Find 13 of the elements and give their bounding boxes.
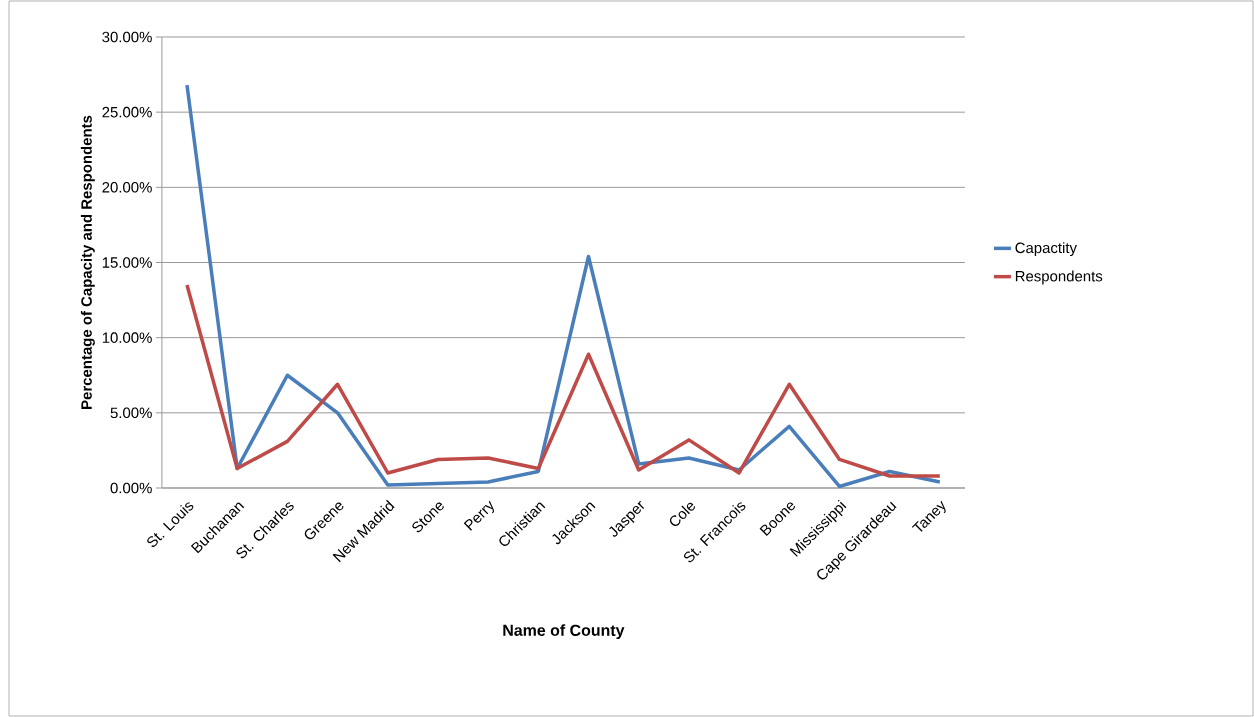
line-series [185, 283, 942, 478]
y-tick-label: 10.00% [102, 332, 152, 343]
y-tick-label: 0.00% [110, 482, 152, 494]
legend-label: Capactity [1015, 242, 1077, 257]
y-tick-label: 15.00% [102, 257, 152, 268]
x-axis-title: Name of County [503, 624, 625, 640]
y-tick-label: 20.00% [102, 182, 152, 193]
y-tick-label: 5.00% [110, 407, 152, 419]
y-axis-title: Percentage of Capacity and Respondents [80, 115, 95, 409]
y-tick-label: 30.00% [102, 31, 152, 43]
x-tick-label: Cole [669, 502, 695, 526]
legend-label: Respondents [1015, 270, 1103, 285]
y-tick-label: 25.00% [102, 106, 152, 118]
